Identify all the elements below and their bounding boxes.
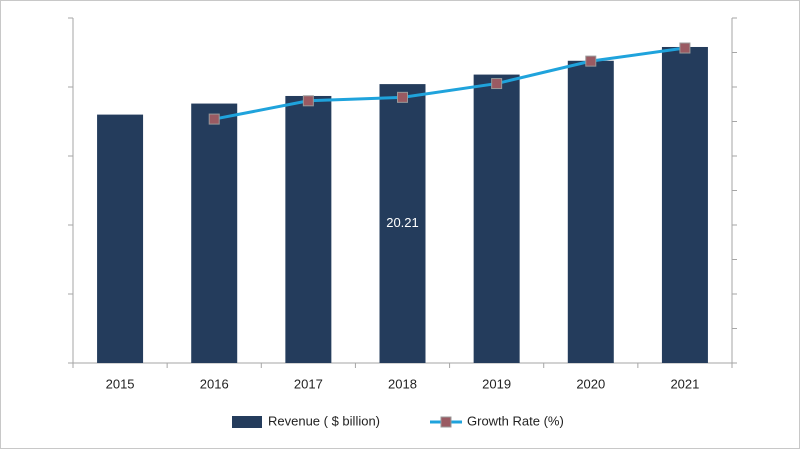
- x-tick-label: 2019: [482, 376, 511, 391]
- x-tick-label: 2017: [294, 376, 323, 391]
- legend-swatch: [232, 416, 262, 428]
- x-tick-label: 2020: [576, 376, 605, 391]
- x-tick-label: 2015: [106, 376, 135, 391]
- bar: [191, 103, 238, 363]
- bar: [285, 95, 332, 363]
- growth-marker: [679, 42, 691, 54]
- growth-line: [213, 46, 686, 121]
- growth-marker: [585, 55, 597, 67]
- growth-marker: [302, 95, 314, 107]
- bar: [661, 46, 708, 363]
- bar: [97, 114, 144, 363]
- growth-marker: [491, 78, 503, 90]
- growth-marker: [208, 113, 220, 125]
- legend-swatch: [440, 416, 452, 428]
- bar: [473, 74, 520, 363]
- x-tick-label: 2016: [200, 376, 229, 391]
- value-label: 20.21: [386, 215, 419, 230]
- bar: [379, 84, 426, 364]
- growth-marker: [397, 91, 408, 103]
- legend-label: Revenue ( $ billion): [268, 413, 380, 428]
- x-tick-label: 2018: [388, 376, 417, 391]
- legend-label: Growth Rate (%): [467, 413, 564, 428]
- bar: [567, 60, 614, 363]
- x-tick-label: 2021: [670, 376, 699, 391]
